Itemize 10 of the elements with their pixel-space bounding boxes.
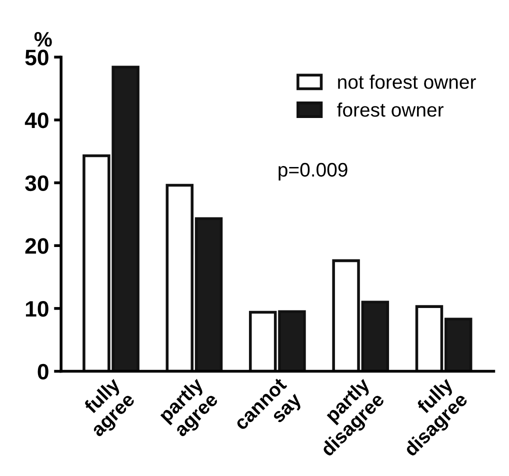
y-tick-label: 20 [25, 238, 48, 254]
y-tick-label: 10 [26, 300, 48, 317]
y-tick-label: 50 [25, 50, 48, 66]
y-tick-label: 0 [38, 364, 48, 380]
y-tick-label: 30 [25, 175, 48, 192]
legend-label: not forest owner [338, 74, 476, 89]
legend-label: forest owner [337, 102, 444, 117]
y-tick-label: 40 [24, 112, 48, 128]
y-axis-title: % [34, 32, 52, 47]
annotation: p=0.009 [278, 162, 348, 181]
